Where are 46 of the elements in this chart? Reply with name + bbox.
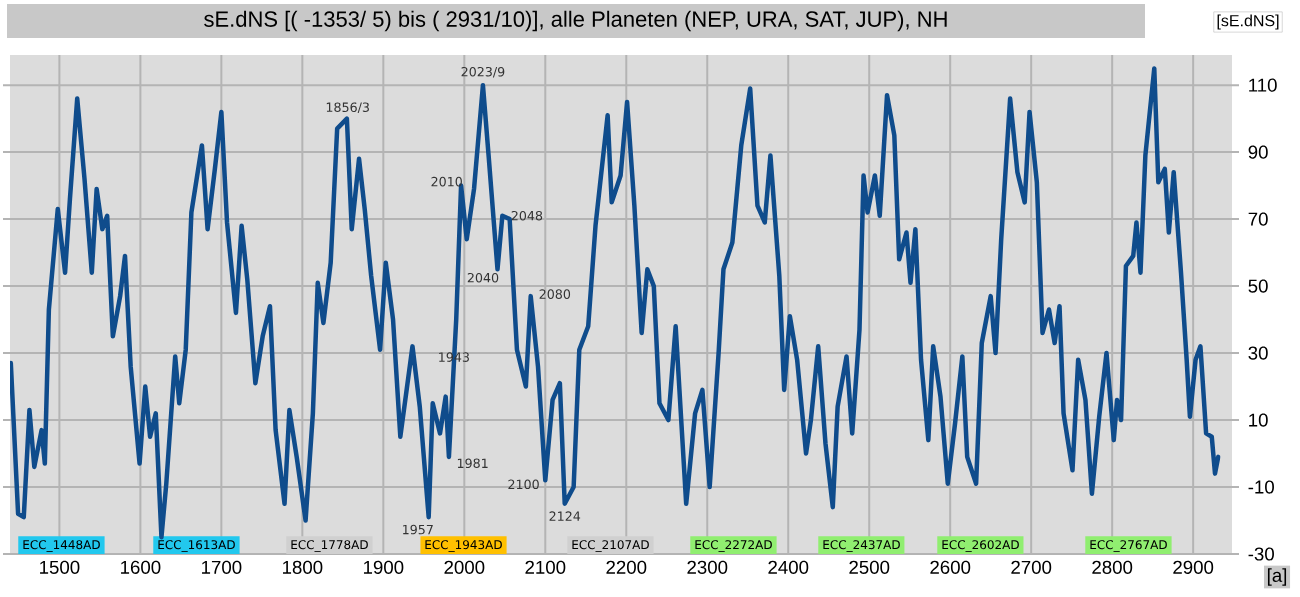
- annotation: ECC_1943AD: [425, 540, 502, 552]
- x-tick-label: 2200: [606, 560, 647, 574]
- x-tick-label: 2800: [1092, 560, 1133, 574]
- x-tick-label: 2100: [525, 560, 566, 574]
- annotation: 2080: [539, 289, 571, 299]
- annotation: ECC_2437AD: [823, 540, 900, 552]
- y-tick-label: 10: [1249, 413, 1268, 427]
- annotation: 2010: [431, 176, 462, 187]
- x-tick-label: 2500: [849, 560, 890, 574]
- annotation: 1856/3: [326, 102, 369, 114]
- x-tick-label: 1900: [363, 560, 404, 574]
- x-tick-label: 2000: [444, 560, 485, 574]
- annotation: ECC_2767AD: [1090, 540, 1167, 552]
- y-tick-label: 110: [1249, 78, 1277, 92]
- annotation: ECC_2107AD: [572, 540, 649, 552]
- annotation: 2124: [549, 511, 581, 521]
- x-tick-label: 1600: [121, 560, 161, 574]
- x-tick-label: 1700: [202, 560, 242, 574]
- annotation: ECC_1448AD: [23, 540, 100, 552]
- x-tick-label: 1500: [40, 560, 80, 574]
- x-tick-label: 1800: [283, 560, 323, 574]
- annotation: ECC_2272AD: [695, 540, 772, 552]
- x-tick-label: 2600: [930, 560, 971, 574]
- annotation: 2023/9: [461, 66, 505, 78]
- chart-title: sE.dNS [( -1353/ 5) bis ( 2931/10)], alle Planeten (NEP, URA, SAT, JUP), NH: [204, 10, 947, 32]
- annotation: 1981: [457, 458, 488, 469]
- x-tick-label: 2300: [687, 560, 728, 574]
- annotation: ECC_1778AD: [291, 540, 368, 552]
- y-tick-label: -10: [1248, 480, 1274, 494]
- y-tick-label: 70: [1248, 212, 1268, 226]
- y-tick-label: 50: [1248, 279, 1268, 293]
- y-tick-label: -30: [1248, 547, 1274, 561]
- x-tick-label: 2900: [1173, 560, 1214, 574]
- y-tick-label: 30: [1248, 346, 1268, 360]
- y-tick-label: 90: [1248, 145, 1268, 159]
- annotation: 2100: [508, 479, 539, 490]
- annotation: ECC_2602AD: [942, 540, 1019, 552]
- line-series: [10, 66, 1221, 540]
- x-tick-label: 2400: [768, 560, 809, 574]
- x-axis-title: [a]: [1267, 568, 1287, 586]
- annotation: 2040: [467, 272, 499, 283]
- annotation: 1957: [403, 524, 433, 535]
- annotation: 2048: [511, 210, 543, 221]
- y-axis-title: [sE.dNS]: [1217, 14, 1279, 30]
- x-tick-label: 2700: [1011, 560, 1052, 574]
- annotation: ECC_1613AD: [158, 540, 235, 552]
